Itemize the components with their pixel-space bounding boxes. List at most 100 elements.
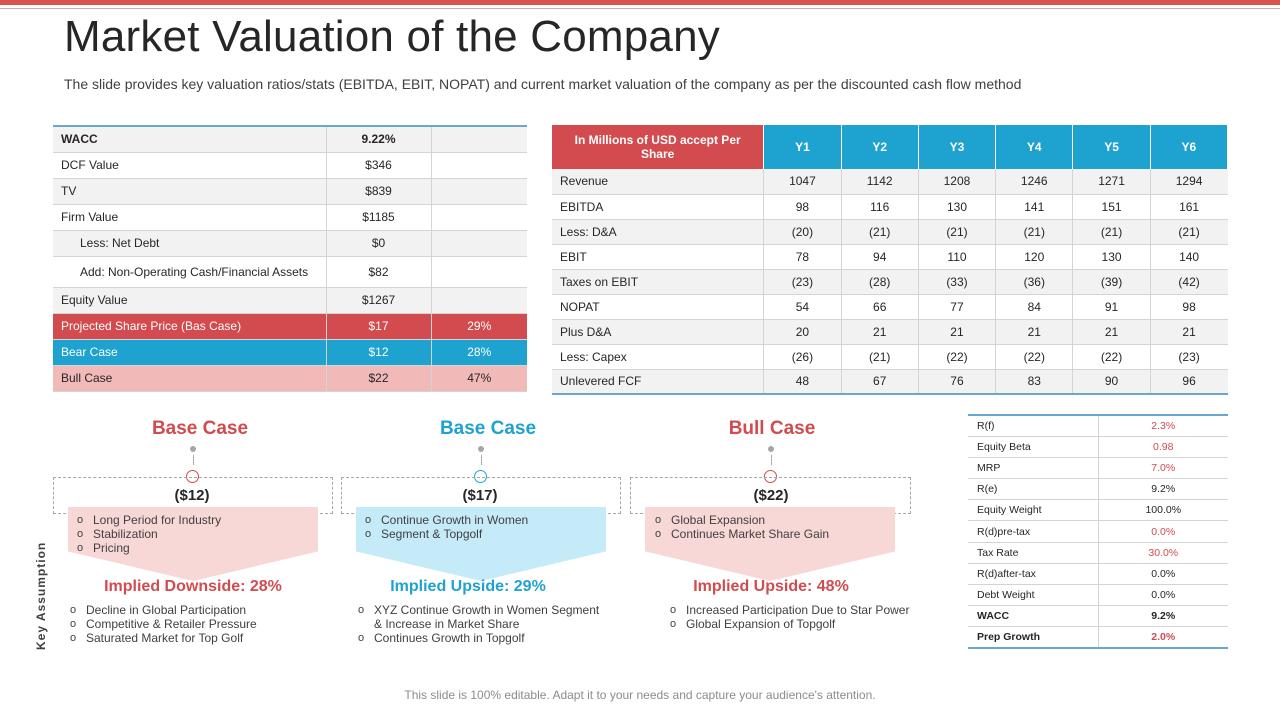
row-pct [431,178,527,205]
row-pct [431,152,527,179]
cell-value: (42) [1150,269,1228,295]
row-label: Less: D&A [552,219,765,245]
cell-value: 83 [995,369,1074,395]
list-item: Continue Growth in Women [363,513,528,527]
cell-value: 48 [763,369,842,395]
implied-label: Implied Upside: 29% [390,578,546,595]
list-item: Long Period for Industry [75,513,221,527]
cell-value: (21) [1072,219,1151,245]
points-list: Decline in Global Participation Competit… [68,603,257,645]
row-label: Bear Case [53,339,327,366]
list-item: Global Expansion of Topgolf [668,617,909,631]
rate-value: 2.0% [1151,631,1176,644]
cell-value: (21) [841,344,919,370]
cell-value: 1208 [918,169,997,195]
cell-value: 1142 [841,169,919,195]
cell-value: (21) [841,219,919,245]
rate-value: 0.0% [1098,563,1228,586]
connector-dot [190,446,196,452]
cell-value: 66 [841,294,919,320]
table-row: NOPAT 54 66 77 84 91 98 [552,294,1228,320]
cell-value: 67 [841,369,919,395]
row-label: Equity Value [53,287,327,314]
list-item: Competitive & Retailer Pressure [68,617,257,631]
rate-label: Tax Rate [968,542,1099,564]
valuation-table: WACC 9.22% DCF Value $346 TV $839 Firm V… [53,125,527,392]
list-item: Global Expansion [653,513,829,527]
cell-value: 141 [995,194,1074,220]
assumption-list: Global Expansion Continues Market Share … [653,513,829,541]
cell-value: (23) [1150,344,1228,370]
key-assumption-label: Key Assumption [34,541,48,650]
case-marker-circle [474,470,487,483]
table-row: Less: Capex (26) (21) (22) (22) (22) (23) [552,344,1228,370]
table-row: Prep Growth 2.0% [968,626,1228,649]
list-item: Stabilization [75,527,221,541]
table-row: Firm Value $1185 [53,204,527,231]
top-accent-line [0,8,1280,9]
row-label: Unlevered FCF [552,369,765,395]
cell-value: 21 [841,319,919,345]
page-title: Market Valuation of the Company [64,12,720,61]
list-item: XYZ Continue Growth in Women Segment & I… [356,603,606,631]
year-header: Y4 [995,125,1074,169]
cell-value: (21) [1150,219,1228,245]
rate-value: 30.0% [1098,542,1228,564]
rate-label: Equity Weight [968,499,1099,522]
year-header: Y6 [1150,125,1229,169]
cell-value: (23) [763,269,842,295]
rate-label: Debt Weight [968,584,1099,607]
cell-value: 94 [841,244,919,270]
rate-label: Equity Beta [968,436,1099,458]
table-row: Tax Rate 30.0% [968,542,1228,564]
connector-dot [478,446,484,452]
table-row: Equity Weight 100.0% [968,499,1228,522]
row-value: $0 [326,230,432,257]
row-value: $346 [326,152,432,179]
table-row: Add: Non-Operating Cash/Financial Assets… [53,256,527,288]
table-row: Taxes on EBIT (23) (28) (33) (36) (39) (42) [552,269,1228,295]
cell-value: (39) [1072,269,1151,295]
rate-label: R(e) [968,478,1099,501]
cell-value: 90 [1072,369,1151,395]
row-label: NOPAT [552,294,765,320]
rate-label: R(d)after-tax [968,563,1099,586]
cell-value: (36) [995,269,1074,295]
list-item: Increased Participation Due to Star Powe… [668,603,909,617]
rate-value: 9.2% [1098,605,1228,628]
rate-value: 7.0% [1098,457,1228,480]
table-row: WACC 9.22% [53,126,527,153]
list-item: Saturated Market for Top Golf [68,631,257,645]
cell-value: 20 [763,319,842,345]
cell-value: 21 [1150,319,1228,345]
table-row: R(e) 9.2% [968,478,1228,501]
row-value: $1185 [326,204,432,231]
rates-table: R(f) 2.3% Equity Beta 0.98 MRP 7.0% R(e) 9.2% Eq… [968,414,1228,650]
row-label: DCF Value [53,152,327,179]
row-pct [431,126,527,153]
table-row: R(d)pre-tax 0.0% [968,520,1228,543]
cell-value: 1246 [995,169,1074,195]
year-header: Y1 [763,125,842,169]
table-row: MRP 7.0% [968,457,1228,480]
case-price: ($17) [462,487,498,504]
cell-value: 130 [1072,244,1151,270]
rate-label: Prep Growth [968,626,1099,649]
cell-value: 91 [1072,294,1151,320]
row-label: Less: Net Debt [53,230,327,257]
list-item: Segment & Topgolf [363,527,528,541]
row-pct [431,204,527,231]
cell-value: 77 [918,294,997,320]
cell-value: 98 [763,194,842,220]
row-value: $17 [326,313,432,340]
cell-value: 84 [995,294,1074,320]
implied-label: Implied Downside: 28% [104,578,282,595]
table-row: WACC 9.2% [968,605,1228,628]
case-marker-circle [186,470,199,483]
cell-value: 161 [1150,194,1228,220]
row-label: Plus D&A [552,319,765,345]
cell-value: 1294 [1150,169,1228,195]
row-pct [431,256,527,288]
table-row: Debt Weight 0.0% [968,584,1228,607]
list-item: Decline in Global Participation [68,603,257,617]
